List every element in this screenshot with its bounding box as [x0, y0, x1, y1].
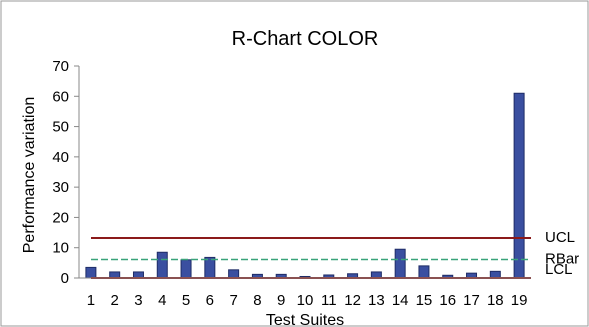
x-tick-label: 10	[297, 292, 314, 309]
x-tick-label: 9	[277, 292, 285, 309]
control-line-label-rbar: RBar	[545, 251, 579, 268]
y-tick-label: 70	[52, 58, 69, 75]
x-tick-label: 5	[182, 292, 190, 309]
y-tick-label: 10	[52, 240, 69, 257]
y-tick-label: 0	[61, 270, 69, 287]
x-tick-label: 18	[487, 292, 504, 309]
y-tick-label: 50	[52, 119, 69, 136]
bar-4	[156, 251, 168, 279]
y-tick-label: 60	[52, 88, 69, 105]
y-tick-label: 20	[52, 209, 69, 226]
bar-7	[228, 269, 240, 279]
x-tick-label: 16	[439, 292, 456, 309]
x-tick-label: 14	[392, 292, 409, 309]
x-tick-label: 4	[158, 292, 166, 309]
x-tick-label: 15	[416, 292, 433, 309]
bar-6	[204, 256, 216, 279]
x-tick-label: 3	[134, 292, 142, 309]
chart-title: R-Chart COLOR	[232, 28, 379, 50]
y-axis-title: Performance variation	[21, 97, 38, 254]
bar-15	[418, 265, 430, 279]
x-tick-label: 19	[511, 292, 528, 309]
x-tick-label: 2	[111, 292, 119, 309]
x-tick-label: 1	[87, 292, 95, 309]
bar-1	[85, 266, 97, 279]
x-tick-label: 11	[321, 292, 337, 309]
x-tick-label: 12	[344, 292, 361, 309]
control-line-label-lcl: LCL	[545, 261, 573, 278]
bar-14	[394, 248, 406, 279]
y-axis: 0 10 20 30 40 50 60 70	[52, 58, 80, 287]
y-tick-label: 30	[52, 179, 69, 196]
control-line-label-ucl: UCL	[545, 229, 575, 246]
bar-5	[180, 259, 192, 279]
x-axis: 1 2 3 4 5 6 7 8 9 10 11 12 13 14 15 16 17 18 19	[79, 277, 531, 309]
bar-19	[513, 92, 525, 279]
x-tick-label: 13	[368, 292, 385, 309]
x-tick-label: 6	[206, 292, 214, 309]
x-tick-label: 7	[229, 292, 237, 309]
y-tick-label: 40	[52, 149, 69, 166]
x-axis-title: Test Suites	[266, 312, 344, 327]
x-tick-label: 8	[253, 292, 261, 309]
x-tick-label: 17	[463, 292, 480, 309]
bar-series	[85, 92, 525, 279]
